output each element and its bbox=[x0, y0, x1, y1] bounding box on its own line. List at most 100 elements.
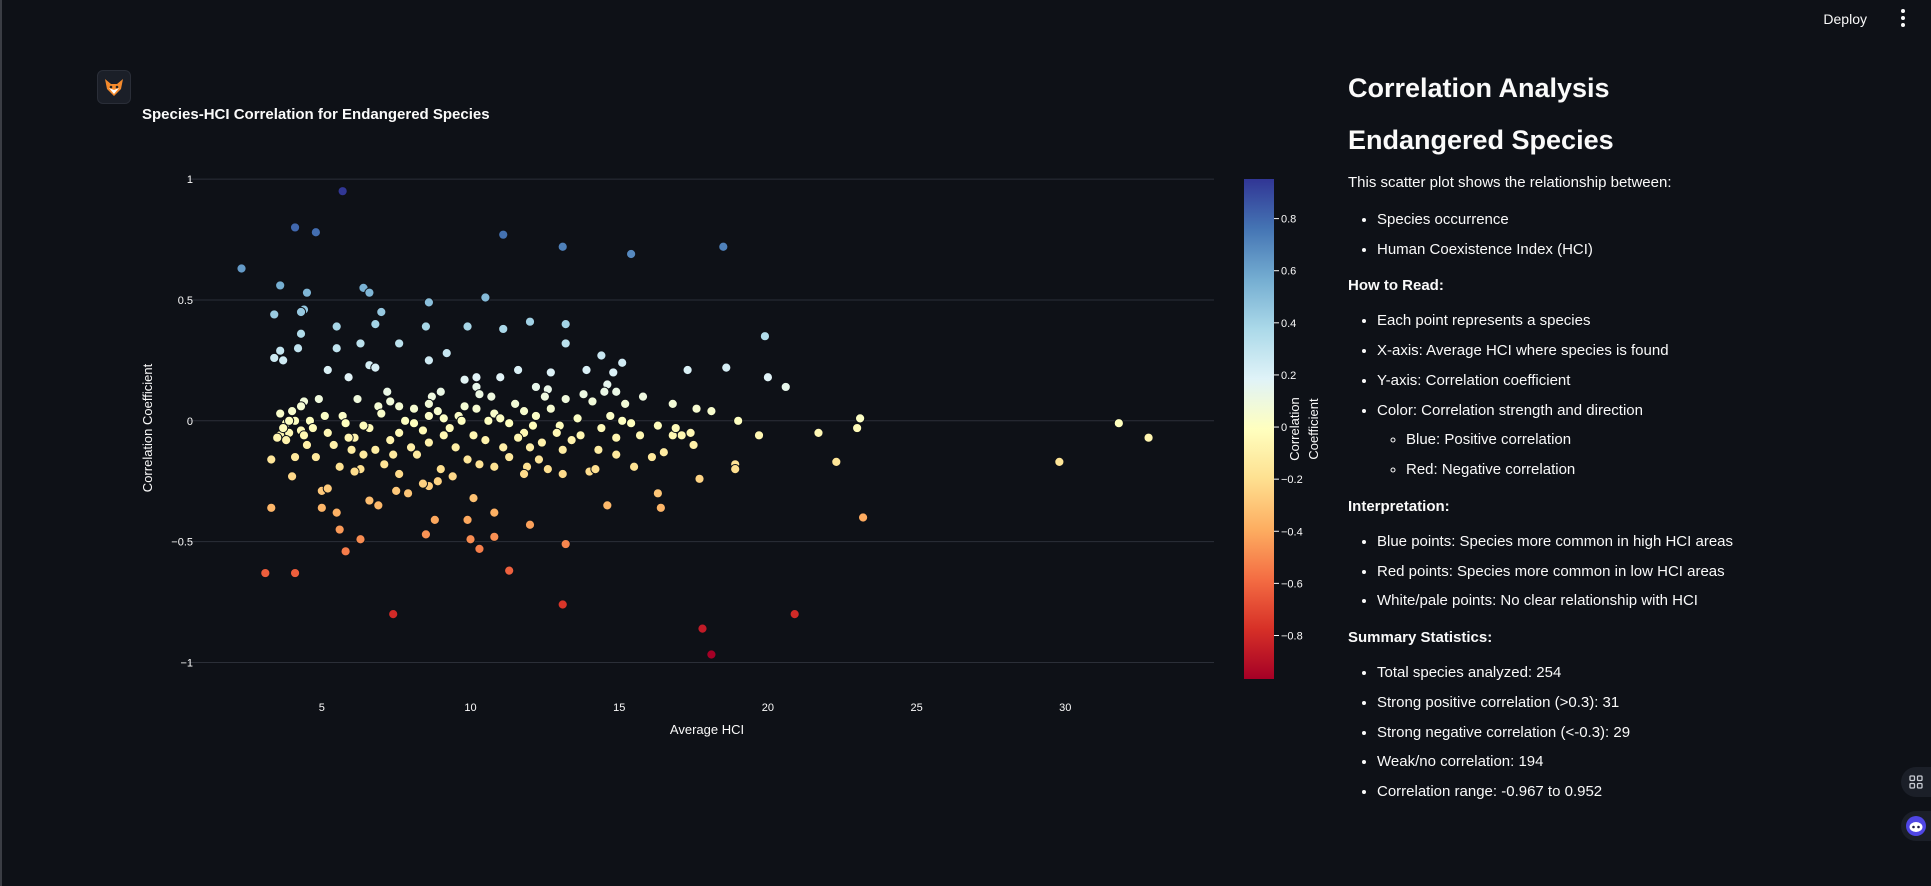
scatter-point bbox=[498, 229, 509, 240]
list-item: Color: Correlation strength and directio… bbox=[1377, 402, 1908, 480]
scatter-point bbox=[391, 485, 402, 496]
scatter-point bbox=[376, 306, 387, 318]
scatter-point bbox=[596, 350, 607, 361]
scatter-point bbox=[462, 514, 473, 525]
scatter-point bbox=[379, 459, 390, 470]
scatter-point bbox=[611, 386, 622, 397]
x-tick-label: 5 bbox=[319, 702, 325, 714]
list-item: Total species analyzed: 254 bbox=[1377, 664, 1908, 683]
deploy-button[interactable]: Deploy bbox=[1823, 11, 1867, 27]
scatter-point bbox=[364, 287, 375, 298]
scatter-point bbox=[831, 456, 842, 467]
scatter-point bbox=[599, 386, 610, 397]
scatter-point bbox=[480, 435, 491, 446]
list-item: Species occurrence bbox=[1377, 211, 1908, 230]
scatter-point bbox=[420, 529, 432, 540]
scatter-point bbox=[322, 483, 333, 494]
scatter-point bbox=[364, 495, 375, 506]
assistant-face-icon[interactable] bbox=[1901, 811, 1931, 841]
scatter-point bbox=[536, 437, 547, 448]
scatter-point bbox=[266, 454, 277, 465]
y-tick-label: −0.5 bbox=[171, 537, 193, 549]
scatter-point bbox=[394, 338, 405, 349]
scatter-point bbox=[388, 609, 399, 620]
colorbar-tick-label: −0.2 bbox=[1281, 474, 1303, 486]
scatter-point bbox=[513, 364, 524, 376]
scatter-point bbox=[432, 406, 443, 417]
scatter-point bbox=[373, 500, 384, 511]
scatter-point bbox=[578, 389, 589, 400]
apps-grid-icon[interactable] bbox=[1901, 767, 1931, 797]
scatter-point bbox=[429, 514, 440, 525]
scatter-point bbox=[272, 432, 283, 443]
scatter-point bbox=[718, 241, 729, 252]
scatter-point bbox=[358, 420, 369, 431]
scatter-point bbox=[394, 468, 405, 480]
scatter-point bbox=[444, 422, 455, 434]
list-item: X-axis: Average HCI where species is fou… bbox=[1377, 342, 1908, 361]
scatter-point bbox=[759, 331, 771, 342]
scatter-point bbox=[411, 449, 423, 460]
scatter-point bbox=[551, 427, 562, 438]
list-item: Correlation range: -0.967 to 0.952 bbox=[1377, 783, 1908, 802]
how-to-read-heading: How to Read: bbox=[1348, 277, 1444, 295]
scatter-point bbox=[417, 478, 429, 489]
scatter-point bbox=[495, 372, 506, 383]
scatter-point bbox=[685, 427, 696, 438]
scatter-point bbox=[402, 488, 414, 499]
scatter-point bbox=[706, 406, 717, 417]
scatter-point bbox=[545, 367, 556, 378]
scatter-point bbox=[655, 502, 666, 513]
colorbar-tick-label: 0.2 bbox=[1281, 370, 1296, 382]
scatter-point bbox=[343, 432, 354, 443]
colorbar-tick-label: 0.4 bbox=[1281, 318, 1296, 330]
scatter-point bbox=[557, 599, 568, 610]
list-item: Human Coexistence Index (HCI) bbox=[1377, 241, 1908, 260]
scatter-point bbox=[275, 345, 286, 356]
scatter-point bbox=[301, 439, 313, 451]
scatter-point bbox=[518, 406, 530, 417]
scatter-point bbox=[340, 546, 351, 557]
scatter-point bbox=[545, 403, 556, 414]
scatter-point bbox=[316, 502, 327, 513]
interpretation-heading: Interpretation: bbox=[1348, 497, 1450, 515]
scatter-point bbox=[313, 393, 324, 405]
scatter-point bbox=[399, 415, 411, 426]
scatter-point bbox=[510, 398, 521, 409]
svg-text:Correlation: Correlation bbox=[1287, 397, 1302, 461]
scatter-point bbox=[465, 534, 476, 545]
scatter-point bbox=[462, 321, 473, 332]
scatter-point bbox=[694, 473, 705, 484]
scatter-point bbox=[408, 418, 420, 429]
scatter-point bbox=[474, 389, 485, 400]
scatter-point bbox=[423, 398, 434, 409]
scatter-point bbox=[611, 432, 622, 443]
scatter-point bbox=[278, 422, 289, 434]
scatter-point bbox=[626, 248, 637, 260]
scatter-point bbox=[560, 338, 571, 349]
scatter-point bbox=[334, 461, 345, 472]
list-item: Each point represents a species bbox=[1377, 312, 1908, 331]
scatter-point bbox=[334, 524, 345, 535]
scatter-point bbox=[626, 418, 637, 429]
scatter-point bbox=[474, 459, 485, 470]
scatter-point bbox=[667, 398, 678, 409]
scatter-point bbox=[504, 565, 515, 576]
scatter-point bbox=[322, 364, 333, 376]
scatter-point bbox=[596, 422, 607, 434]
colorbar-ticks: 0.8 0.6 0.4 0.2 0 −0.2 −0.4 −0.6 −0.8 bbox=[1274, 214, 1303, 642]
more-vertical-icon[interactable] bbox=[1895, 6, 1911, 30]
scatter-point bbox=[432, 476, 443, 487]
scatter-point bbox=[370, 362, 381, 373]
x-tick-label: 10 bbox=[464, 702, 476, 714]
scatter-point bbox=[789, 609, 800, 620]
scatter-chart: 1 0.5 0 −0.5 −1 5 10 15 20 25 30 Average HCI Corr… bbox=[140, 174, 1321, 737]
scatter-point bbox=[468, 493, 479, 504]
scatter-point bbox=[560, 538, 571, 550]
scatter-point bbox=[504, 451, 515, 463]
scatter-point bbox=[572, 413, 583, 424]
colorbar-tick-label: −0.8 bbox=[1281, 630, 1303, 642]
scatter-point bbox=[527, 420, 539, 431]
scatter-point bbox=[539, 391, 550, 402]
scatter-point bbox=[355, 338, 366, 349]
